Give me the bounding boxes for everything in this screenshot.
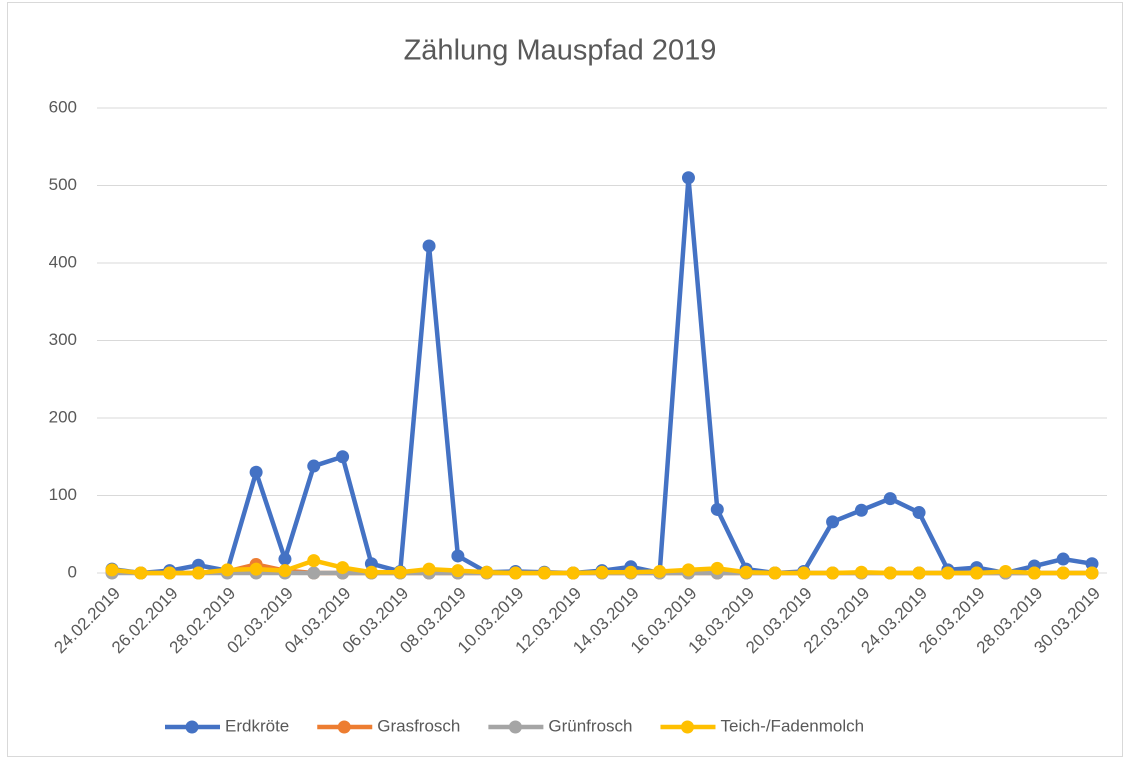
- data-point: [739, 565, 753, 579]
- legend-label: Teich-/Fadenmolch: [720, 716, 864, 735]
- data-point: [624, 565, 638, 579]
- chart-title: Zählung Mauspfad 2019: [404, 35, 717, 67]
- y-tick-label: 100: [49, 485, 77, 504]
- legend-label: Erdkröte: [225, 716, 289, 735]
- y-tick-label: 0: [68, 562, 77, 581]
- data-point: [826, 515, 840, 529]
- y-tick-label: 600: [49, 97, 77, 116]
- data-point: [768, 566, 782, 580]
- y-tick-label: 300: [49, 330, 77, 349]
- data-point: [191, 566, 205, 580]
- y-tick-label: 400: [49, 252, 77, 271]
- data-point: [854, 565, 868, 579]
- data-point: [451, 549, 465, 563]
- data-point: [278, 552, 292, 566]
- data-point: [364, 565, 378, 579]
- data-point: [999, 564, 1013, 578]
- data-point: [883, 492, 897, 506]
- chart-frame: [7, 2, 1123, 757]
- data-point: [278, 564, 292, 578]
- data-point: [307, 566, 321, 580]
- data-point: [826, 566, 840, 580]
- data-point: [1056, 552, 1070, 566]
- data-point: [681, 563, 695, 577]
- y-tick-label: 500: [49, 175, 77, 194]
- data-point: [537, 566, 551, 580]
- legend-label: Grasfrosch: [377, 716, 460, 735]
- data-point: [566, 566, 580, 580]
- data-point: [710, 502, 724, 516]
- data-point: [797, 566, 811, 580]
- data-point: [970, 566, 984, 580]
- data-point: [941, 566, 955, 580]
- data-point: [393, 565, 407, 579]
- data-point: [912, 506, 926, 520]
- legend-marker: [508, 720, 522, 734]
- data-point: [1027, 566, 1041, 580]
- data-point: [336, 561, 350, 575]
- legend-marker: [680, 720, 694, 734]
- data-point: [509, 566, 523, 580]
- data-point: [249, 562, 263, 576]
- data-point: [105, 563, 119, 577]
- data-point: [1085, 557, 1099, 571]
- legend-label: Grünfrosch: [548, 716, 632, 735]
- data-point: [883, 566, 897, 580]
- data-point: [710, 561, 724, 575]
- y-tick-label: 200: [49, 407, 77, 426]
- legend-marker: [185, 720, 199, 734]
- data-point: [595, 565, 609, 579]
- data-point: [220, 563, 234, 577]
- data-point: [336, 450, 350, 464]
- data-point: [1056, 566, 1070, 580]
- data-point: [1085, 566, 1099, 580]
- data-point: [480, 565, 494, 579]
- data-point: [422, 562, 436, 576]
- legend-marker: [337, 720, 351, 734]
- data-point: [307, 554, 321, 568]
- data-point: [163, 566, 177, 580]
- data-point: [681, 171, 695, 185]
- data-point: [307, 459, 321, 473]
- data-point: [854, 503, 868, 517]
- data-point: [653, 564, 667, 578]
- data-point: [249, 465, 263, 479]
- data-point: [912, 566, 926, 580]
- data-point: [134, 566, 148, 580]
- data-point: [422, 239, 436, 253]
- data-point: [451, 564, 465, 578]
